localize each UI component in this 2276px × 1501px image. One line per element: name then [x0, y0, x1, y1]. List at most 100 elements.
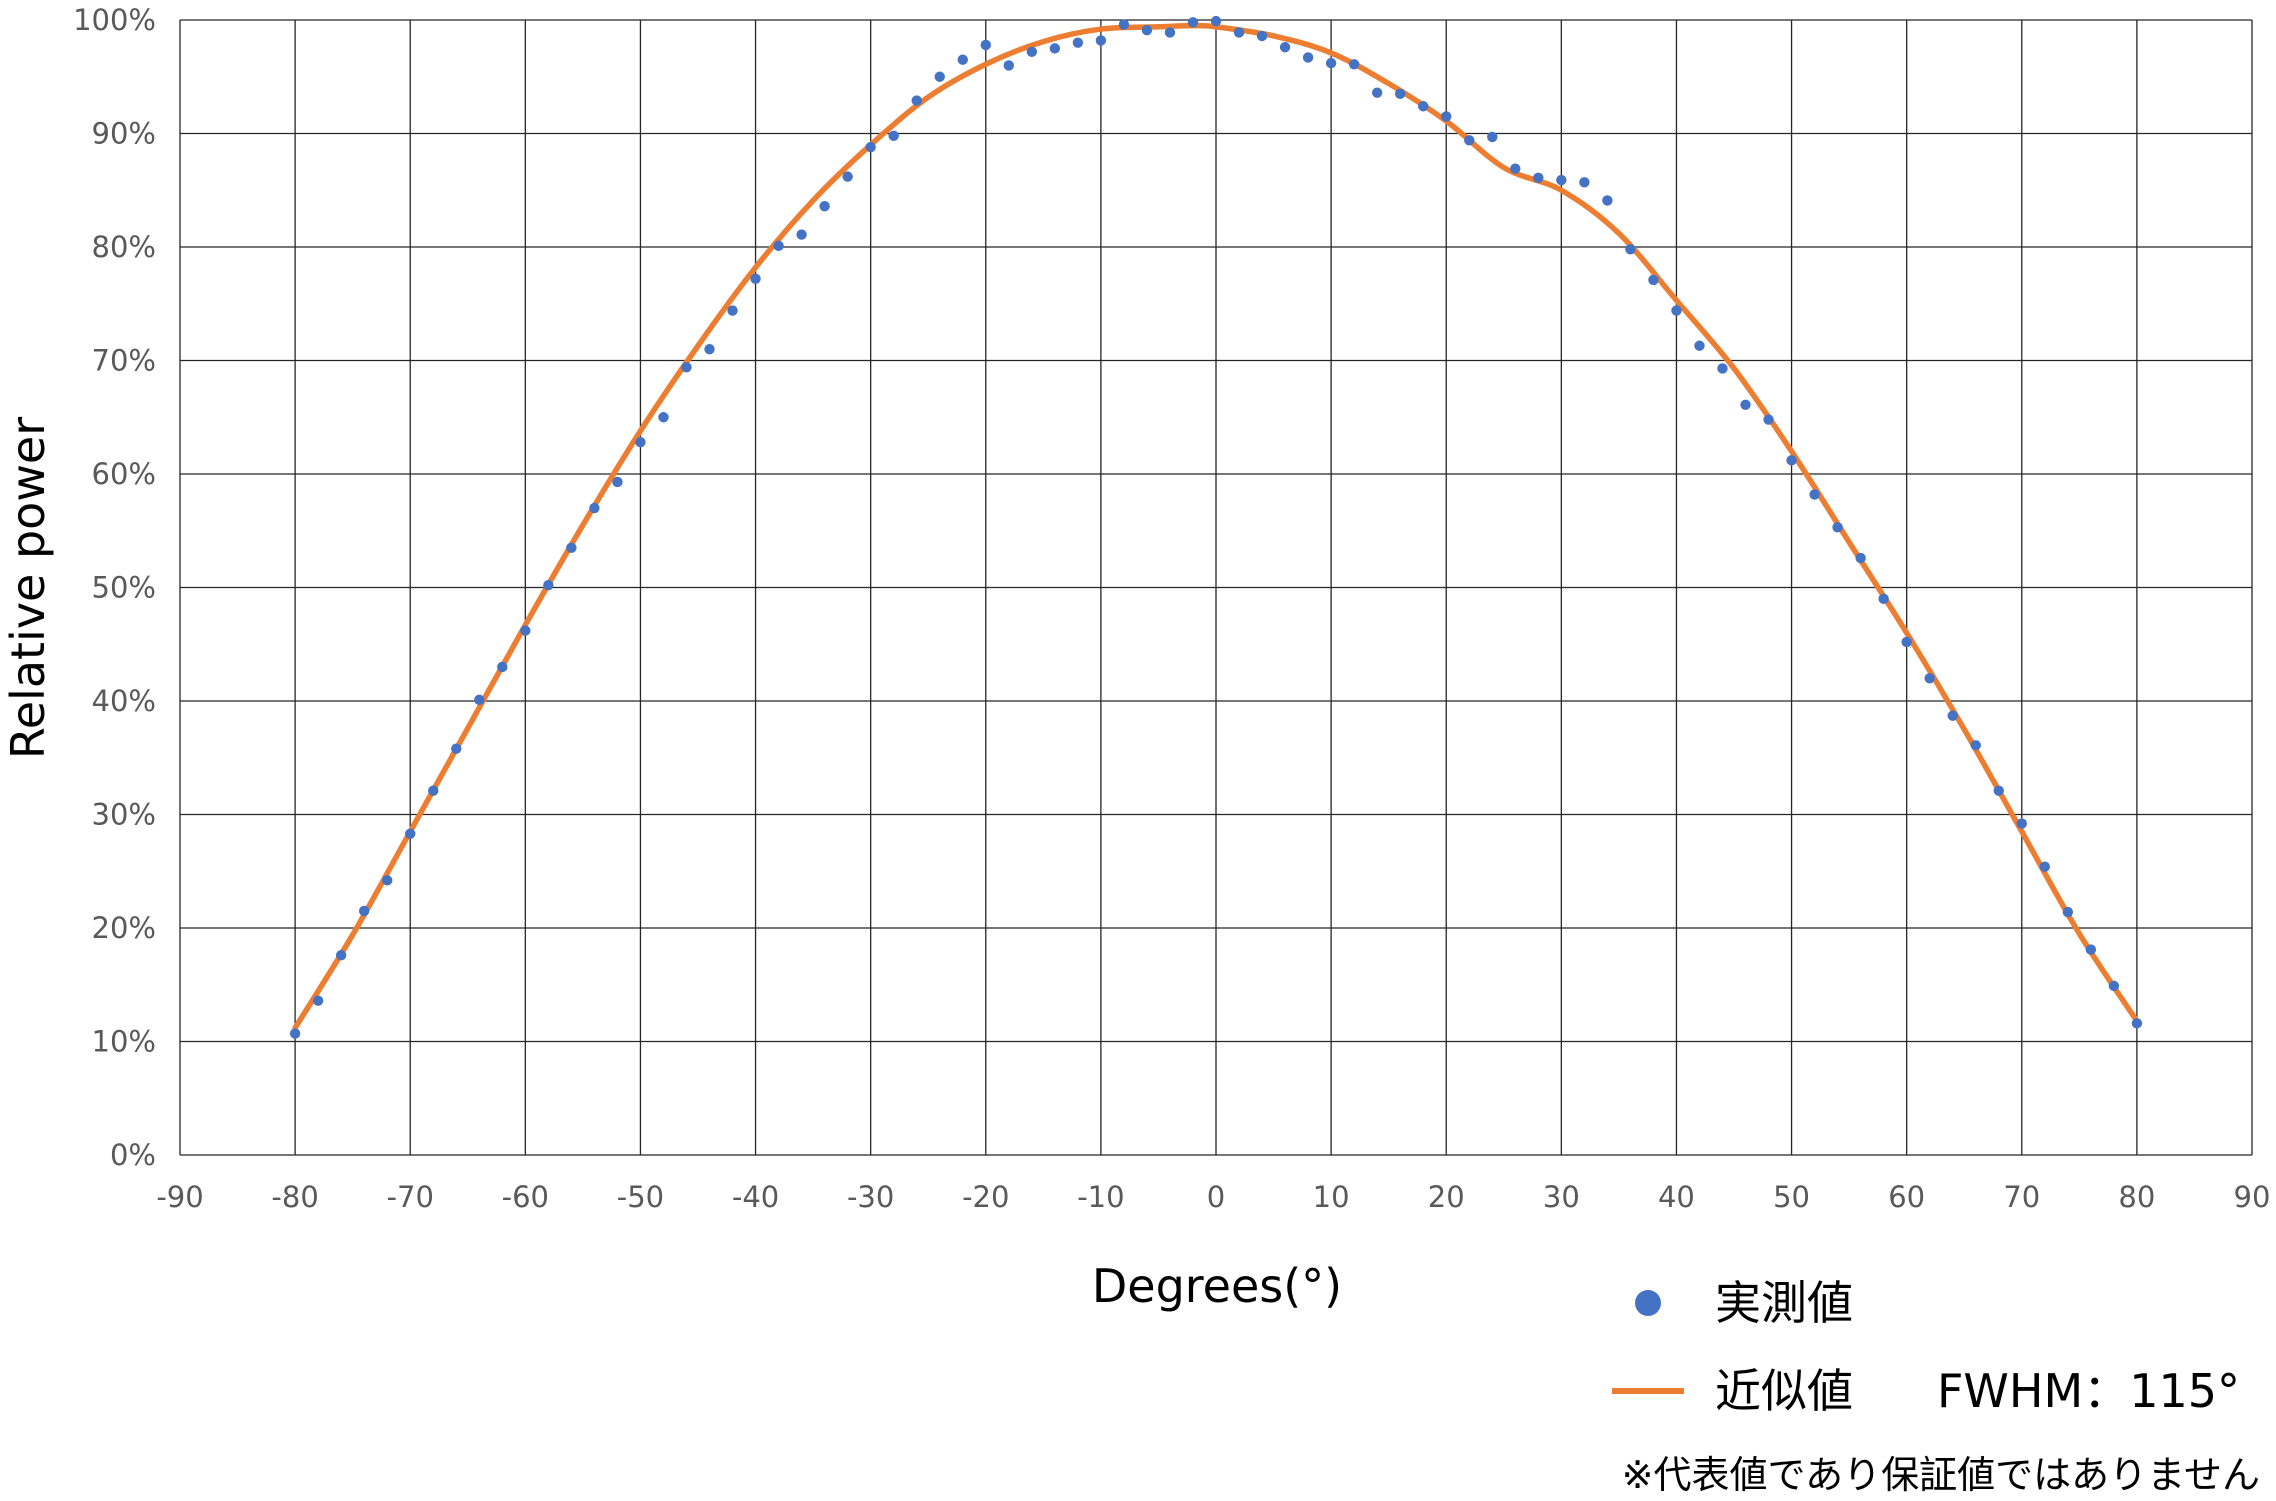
measured-point	[888, 130, 899, 141]
measured-point	[1763, 414, 1774, 425]
x-tick-label: 40	[1658, 1180, 1695, 1214]
measured-point	[911, 95, 922, 106]
x-tick-label: -50	[617, 1180, 664, 1214]
measured-point	[589, 502, 600, 514]
y-tick-label: 80%	[92, 230, 156, 264]
x-axis-ticks: -90 -80 -70 -60 -50 -40 -30 -20 -10 0 10 20 30 40 50 60…	[156, 1180, 2270, 1214]
x-tick-label: 50	[1773, 1180, 1810, 1214]
measured-point	[405, 828, 416, 839]
y-tick-label: 50%	[92, 571, 156, 605]
x-tick-label: 0	[1207, 1180, 1225, 1214]
measured-point	[497, 661, 508, 673]
x-tick-label: 90	[2234, 1180, 2271, 1214]
measured-point	[1740, 399, 1751, 410]
y-tick-label: 70%	[92, 344, 156, 378]
measured-point	[1556, 174, 1567, 186]
x-tick-label: 70	[2003, 1180, 2040, 1214]
x-tick-label: -60	[502, 1180, 549, 1214]
measured-point	[1648, 274, 1659, 286]
measured-point	[1210, 15, 1222, 27]
measured-point	[704, 343, 715, 355]
measured-point	[1717, 363, 1728, 374]
x-tick-label: -80	[271, 1180, 318, 1214]
measured-point	[865, 141, 876, 153]
y-tick-label: 30%	[92, 798, 156, 832]
x-tick-label: 60	[1888, 1180, 1925, 1214]
measured-point	[1464, 135, 1475, 146]
measured-point	[1947, 710, 1958, 721]
measured-point	[681, 362, 692, 373]
measured-point	[358, 905, 370, 917]
fwhm-label: FWHM：115°	[1937, 1364, 2240, 1418]
grid-lines	[179, 19, 2253, 1156]
y-tick-label: 90%	[92, 117, 156, 151]
measured-point	[1394, 88, 1406, 99]
x-tick-label: -40	[732, 1180, 779, 1214]
measured-point	[1602, 195, 1613, 206]
measured-point	[2039, 861, 2050, 872]
measured-point	[1671, 305, 1682, 316]
measured-point	[382, 875, 393, 886]
measured-point	[1970, 740, 1981, 751]
measured-point	[612, 476, 623, 488]
measured-point	[1510, 163, 1521, 174]
x-tick-label: -70	[387, 1180, 434, 1214]
measured-point	[1371, 87, 1383, 98]
measured-points-layer	[289, 15, 2143, 1039]
x-tick-label: -30	[847, 1180, 894, 1214]
measured-point	[1095, 35, 1107, 46]
measured-point	[1118, 19, 1130, 30]
y-tick-label: 60%	[92, 457, 156, 491]
measured-point	[1072, 37, 1084, 48]
measured-point	[543, 580, 554, 591]
measured-point	[1418, 101, 1429, 112]
measured-point	[1993, 785, 2004, 796]
measured-point	[1694, 340, 1705, 351]
measured-point	[957, 54, 968, 65]
measured-point	[635, 437, 646, 448]
y-tick-label: 100%	[73, 3, 156, 37]
measured-point	[335, 950, 347, 961]
measured-point	[2085, 944, 2097, 955]
measured-point	[2016, 818, 2027, 829]
y-tick-label: 10%	[92, 1025, 156, 1059]
disclaimer-note: ※代表値であり保証値ではありません	[1622, 1453, 2260, 1497]
x-tick-label: -10	[1077, 1180, 1124, 1214]
measured-point	[1003, 60, 1014, 71]
measured-point	[1279, 42, 1291, 53]
measured-point	[980, 39, 991, 51]
y-tick-label: 40%	[92, 684, 156, 718]
measured-point	[727, 305, 738, 316]
measured-point	[1302, 52, 1314, 63]
measured-point	[1924, 673, 1935, 684]
y-tick-label: 0%	[110, 1138, 156, 1172]
legend-line-label: 近似値	[1715, 1364, 1853, 1418]
legend-scatter-label: 実測値	[1715, 1276, 1853, 1330]
legend-scatter-marker	[1635, 1290, 1661, 1316]
measured-point	[750, 273, 761, 284]
measured-point	[1901, 636, 1912, 648]
measured-point	[1579, 177, 1590, 188]
measured-point	[1809, 489, 1820, 500]
measured-point	[1786, 455, 1797, 466]
measured-point	[1026, 46, 1038, 57]
measured-point	[1164, 27, 1176, 38]
x-tick-label: 10	[1313, 1180, 1350, 1214]
x-axis-label: Degrees(°)	[1092, 1259, 1342, 1313]
measured-point	[1878, 593, 1889, 605]
measured-point	[1325, 57, 1337, 69]
x-tick-label: -20	[962, 1180, 1009, 1214]
x-tick-label: 80	[2118, 1180, 2155, 1214]
measured-point	[2131, 1018, 2143, 1029]
measured-point	[934, 71, 945, 82]
fit-curve-layer	[292, 22, 2140, 1031]
measured-point	[1256, 30, 1268, 42]
measured-point	[842, 171, 853, 182]
legend: 実測値 近似値 FWHM：115°	[1612, 1276, 2240, 1418]
measured-point	[1441, 111, 1452, 122]
measured-point	[1487, 131, 1498, 143]
x-tick-label: -90	[156, 1180, 203, 1214]
y-tick-label: 20%	[92, 911, 156, 945]
fit-curve-line	[292, 22, 2140, 1031]
